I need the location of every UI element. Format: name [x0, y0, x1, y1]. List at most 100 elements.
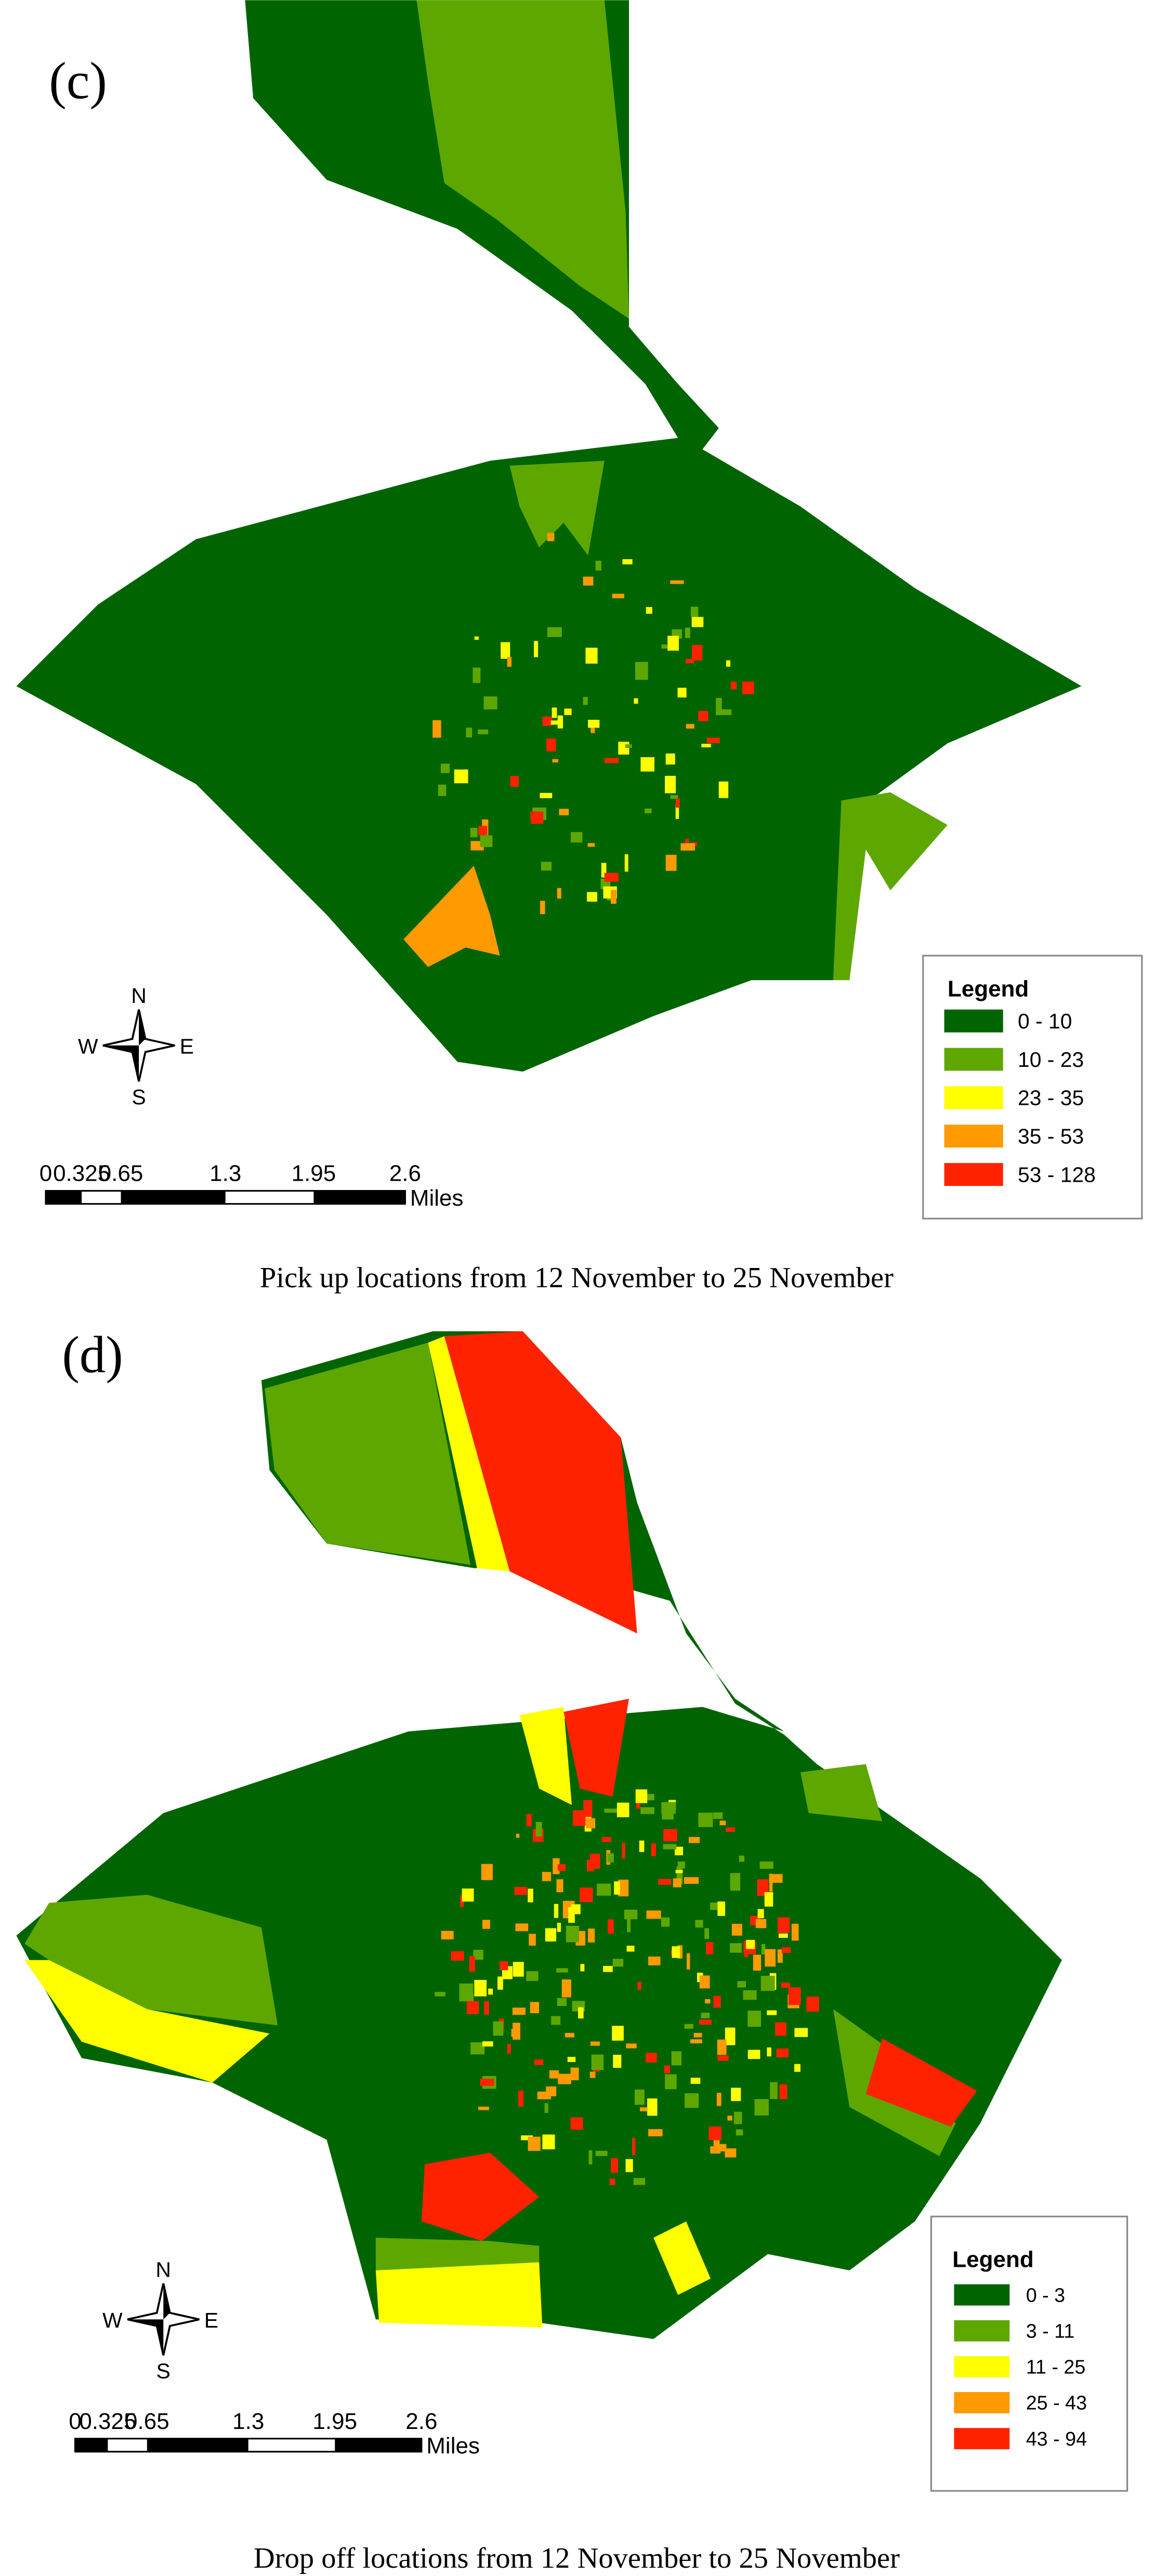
hotspot — [705, 1999, 711, 2004]
hotspot — [478, 2106, 489, 2110]
hotspot — [595, 560, 601, 571]
hotspot — [770, 2082, 778, 2099]
hotspot — [690, 2078, 701, 2084]
hotspot — [554, 1904, 559, 1918]
hotspot — [685, 2093, 699, 2108]
hotspot — [794, 2028, 808, 2037]
hotspot — [478, 729, 489, 734]
legend-swatch — [944, 1125, 1003, 1148]
hotspot — [515, 1923, 529, 1932]
region — [375, 2262, 543, 2328]
hotspot — [675, 1870, 683, 1873]
hotspot — [719, 1820, 726, 1826]
hotspot — [559, 809, 569, 815]
hotspot — [658, 1879, 672, 1885]
hotspot — [744, 1940, 749, 1958]
hotspot — [570, 2117, 583, 2130]
compass-n: N — [156, 2257, 172, 2281]
hotspot — [482, 1920, 490, 1929]
region — [444, 1331, 637, 1634]
hotspots — [432, 533, 754, 915]
hotspot — [635, 662, 648, 680]
hotspot — [730, 1943, 742, 1953]
scale-label: 0.65 — [125, 2409, 169, 2434]
hotspot — [755, 1919, 767, 1928]
hotspot — [528, 2136, 541, 2151]
hotspot — [468, 1993, 474, 2002]
hotspot — [677, 1861, 685, 1869]
hotspot — [566, 1925, 580, 1943]
hotspot — [601, 1837, 611, 1842]
hotspot — [686, 724, 694, 729]
hotspot — [474, 636, 479, 640]
hotspot — [500, 1961, 508, 1971]
hotspot — [761, 1944, 766, 1954]
hotspot — [746, 1939, 755, 1949]
region — [24, 1960, 270, 2083]
hotspot — [478, 826, 488, 836]
hotspot — [501, 642, 510, 659]
hotspot — [609, 2178, 615, 2185]
hotspot — [731, 1924, 742, 1936]
hotspot — [691, 617, 704, 627]
hotspot — [736, 2129, 743, 2136]
scale-label: 1.3 — [232, 2409, 264, 2434]
hotspot — [591, 2054, 604, 2070]
hotspot — [626, 2043, 637, 2049]
hotspot — [718, 781, 729, 798]
legend-label: 25 - 43 — [1026, 2392, 1087, 2414]
hotspot — [687, 1953, 690, 1970]
panel-label: (c) — [49, 51, 107, 110]
hotspot — [640, 757, 654, 772]
hotspot — [677, 688, 687, 698]
hotspot — [625, 744, 632, 748]
legend-label: 0 - 3 — [1026, 2284, 1065, 2306]
map-d: (d) Legend 0 - 3 3 - 11 11 - 25 25 - 43 43 -… — [16, 1325, 1128, 2574]
hotspot — [637, 1981, 641, 1990]
hotspot — [544, 2103, 548, 2113]
hotspot — [564, 708, 572, 715]
hotspot — [716, 2093, 721, 2106]
hotspot — [580, 1964, 585, 1972]
hotspot — [552, 707, 557, 718]
legend-label: 11 - 25 — [1026, 2356, 1086, 2378]
hotspot — [551, 2016, 561, 2025]
hotspot — [713, 2139, 720, 2149]
hotspot — [618, 742, 629, 755]
scale-segment — [147, 2438, 248, 2452]
hotspot — [731, 2088, 741, 2102]
hotspot — [676, 1866, 683, 1884]
region — [416, 0, 629, 319]
hotspot — [661, 1802, 676, 1814]
hotspot — [618, 1879, 629, 1897]
hotspot — [460, 1895, 464, 1907]
scale-label: 0 — [40, 1161, 52, 1186]
hotspot — [727, 2116, 732, 2121]
hotspot — [570, 832, 583, 843]
hotspot — [622, 559, 633, 565]
hotspot — [670, 580, 684, 584]
hotspot — [777, 1949, 783, 1963]
hotspot — [597, 1883, 611, 1896]
region — [421, 2152, 540, 2241]
compass-n: N — [131, 984, 147, 1008]
hotspot — [583, 697, 588, 705]
region — [800, 1764, 883, 1821]
legend-swatch — [944, 1086, 1003, 1109]
hotspot — [632, 2137, 636, 2156]
hotspot — [557, 715, 563, 729]
legend-items: 0 - 3 3 - 11 11 - 25 25 - 43 43 - 94 — [954, 2284, 1087, 2450]
hotspot — [587, 892, 597, 902]
scale-label: 2.6 — [405, 2409, 437, 2434]
hotspot — [767, 2010, 777, 2015]
hotspot — [470, 828, 478, 838]
hotspot — [757, 1879, 769, 1896]
hotspot — [704, 1928, 709, 1939]
hotspot — [513, 2023, 520, 2040]
hotspot — [671, 2051, 682, 2066]
hotspot — [676, 798, 680, 808]
hotspot — [667, 636, 679, 651]
region — [653, 2221, 711, 2295]
hotspot — [737, 1981, 746, 1988]
